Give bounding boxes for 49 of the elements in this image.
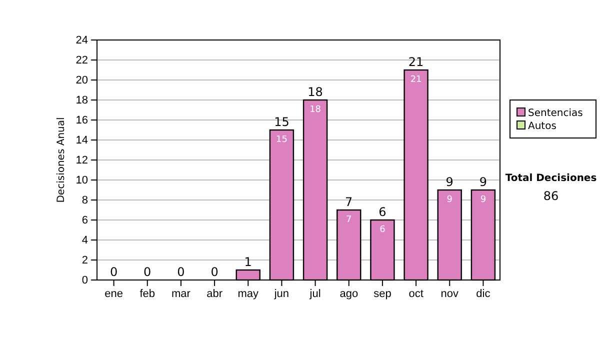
total-label: 0 — [144, 265, 152, 279]
x-tick-label: may — [238, 288, 260, 300]
data-label: 9 — [446, 195, 453, 205]
x-tick-label: ene — [104, 288, 123, 300]
y-tick-label: 16 — [76, 114, 88, 127]
y-tick-label: 8 — [82, 194, 88, 207]
x-tick-label: dic — [476, 288, 491, 300]
text: Total Decisiones — [505, 173, 597, 184]
data-label: 6 — [380, 225, 386, 235]
y-tick-label: 10 — [76, 174, 88, 187]
total-label: 9 — [446, 175, 454, 189]
y-tick-label: 2 — [82, 254, 88, 267]
x-tick-label: jul — [308, 288, 321, 300]
legend-label: Autos — [528, 121, 556, 132]
total-label: 7 — [345, 195, 353, 209]
x-tick-label: mar — [171, 288, 191, 300]
data-label: 18 — [310, 105, 322, 115]
total-label: 0 — [177, 265, 185, 279]
x-tick-label: ago — [340, 288, 358, 300]
total-label: 0 — [110, 265, 118, 279]
y-tick-label: 14 — [76, 134, 88, 147]
x-tick-label: jun — [273, 288, 290, 300]
x-tick-label: abr — [206, 288, 223, 300]
total-label: 0 — [210, 265, 218, 279]
total-label: 9 — [479, 175, 488, 189]
y-tick-label: 4 — [82, 234, 88, 247]
x-tick-label: oct — [408, 288, 424, 300]
y-tick-label: 22 — [76, 54, 88, 67]
total-label: 1 — [244, 255, 252, 269]
y-tick-label: 24 — [76, 34, 88, 47]
y-tick-label: 18 — [76, 94, 88, 107]
total-label: 15 — [274, 115, 290, 129]
data-label: 15 — [276, 135, 288, 145]
y-tick-label: 0 — [82, 274, 88, 287]
total-label: 21 — [408, 55, 424, 69]
y-tick-label: 12 — [76, 154, 88, 167]
legend-label: Sentencias — [528, 108, 583, 119]
y-tick-label: 6 — [82, 214, 88, 227]
text: 86 — [543, 189, 559, 203]
data-label: 21 — [410, 75, 422, 85]
x-tick-label: sep — [374, 288, 392, 300]
y-tick-label: 20 — [76, 74, 88, 87]
total-label: 18 — [308, 85, 323, 99]
x-tick-label: nov — [440, 288, 459, 300]
total-label: 6 — [378, 205, 386, 219]
data-label: 9 — [480, 195, 486, 205]
y-axis-title: Decisiones Anual — [56, 117, 67, 203]
data-label: 7 — [346, 215, 352, 225]
x-tick-label: feb — [140, 288, 156, 300]
